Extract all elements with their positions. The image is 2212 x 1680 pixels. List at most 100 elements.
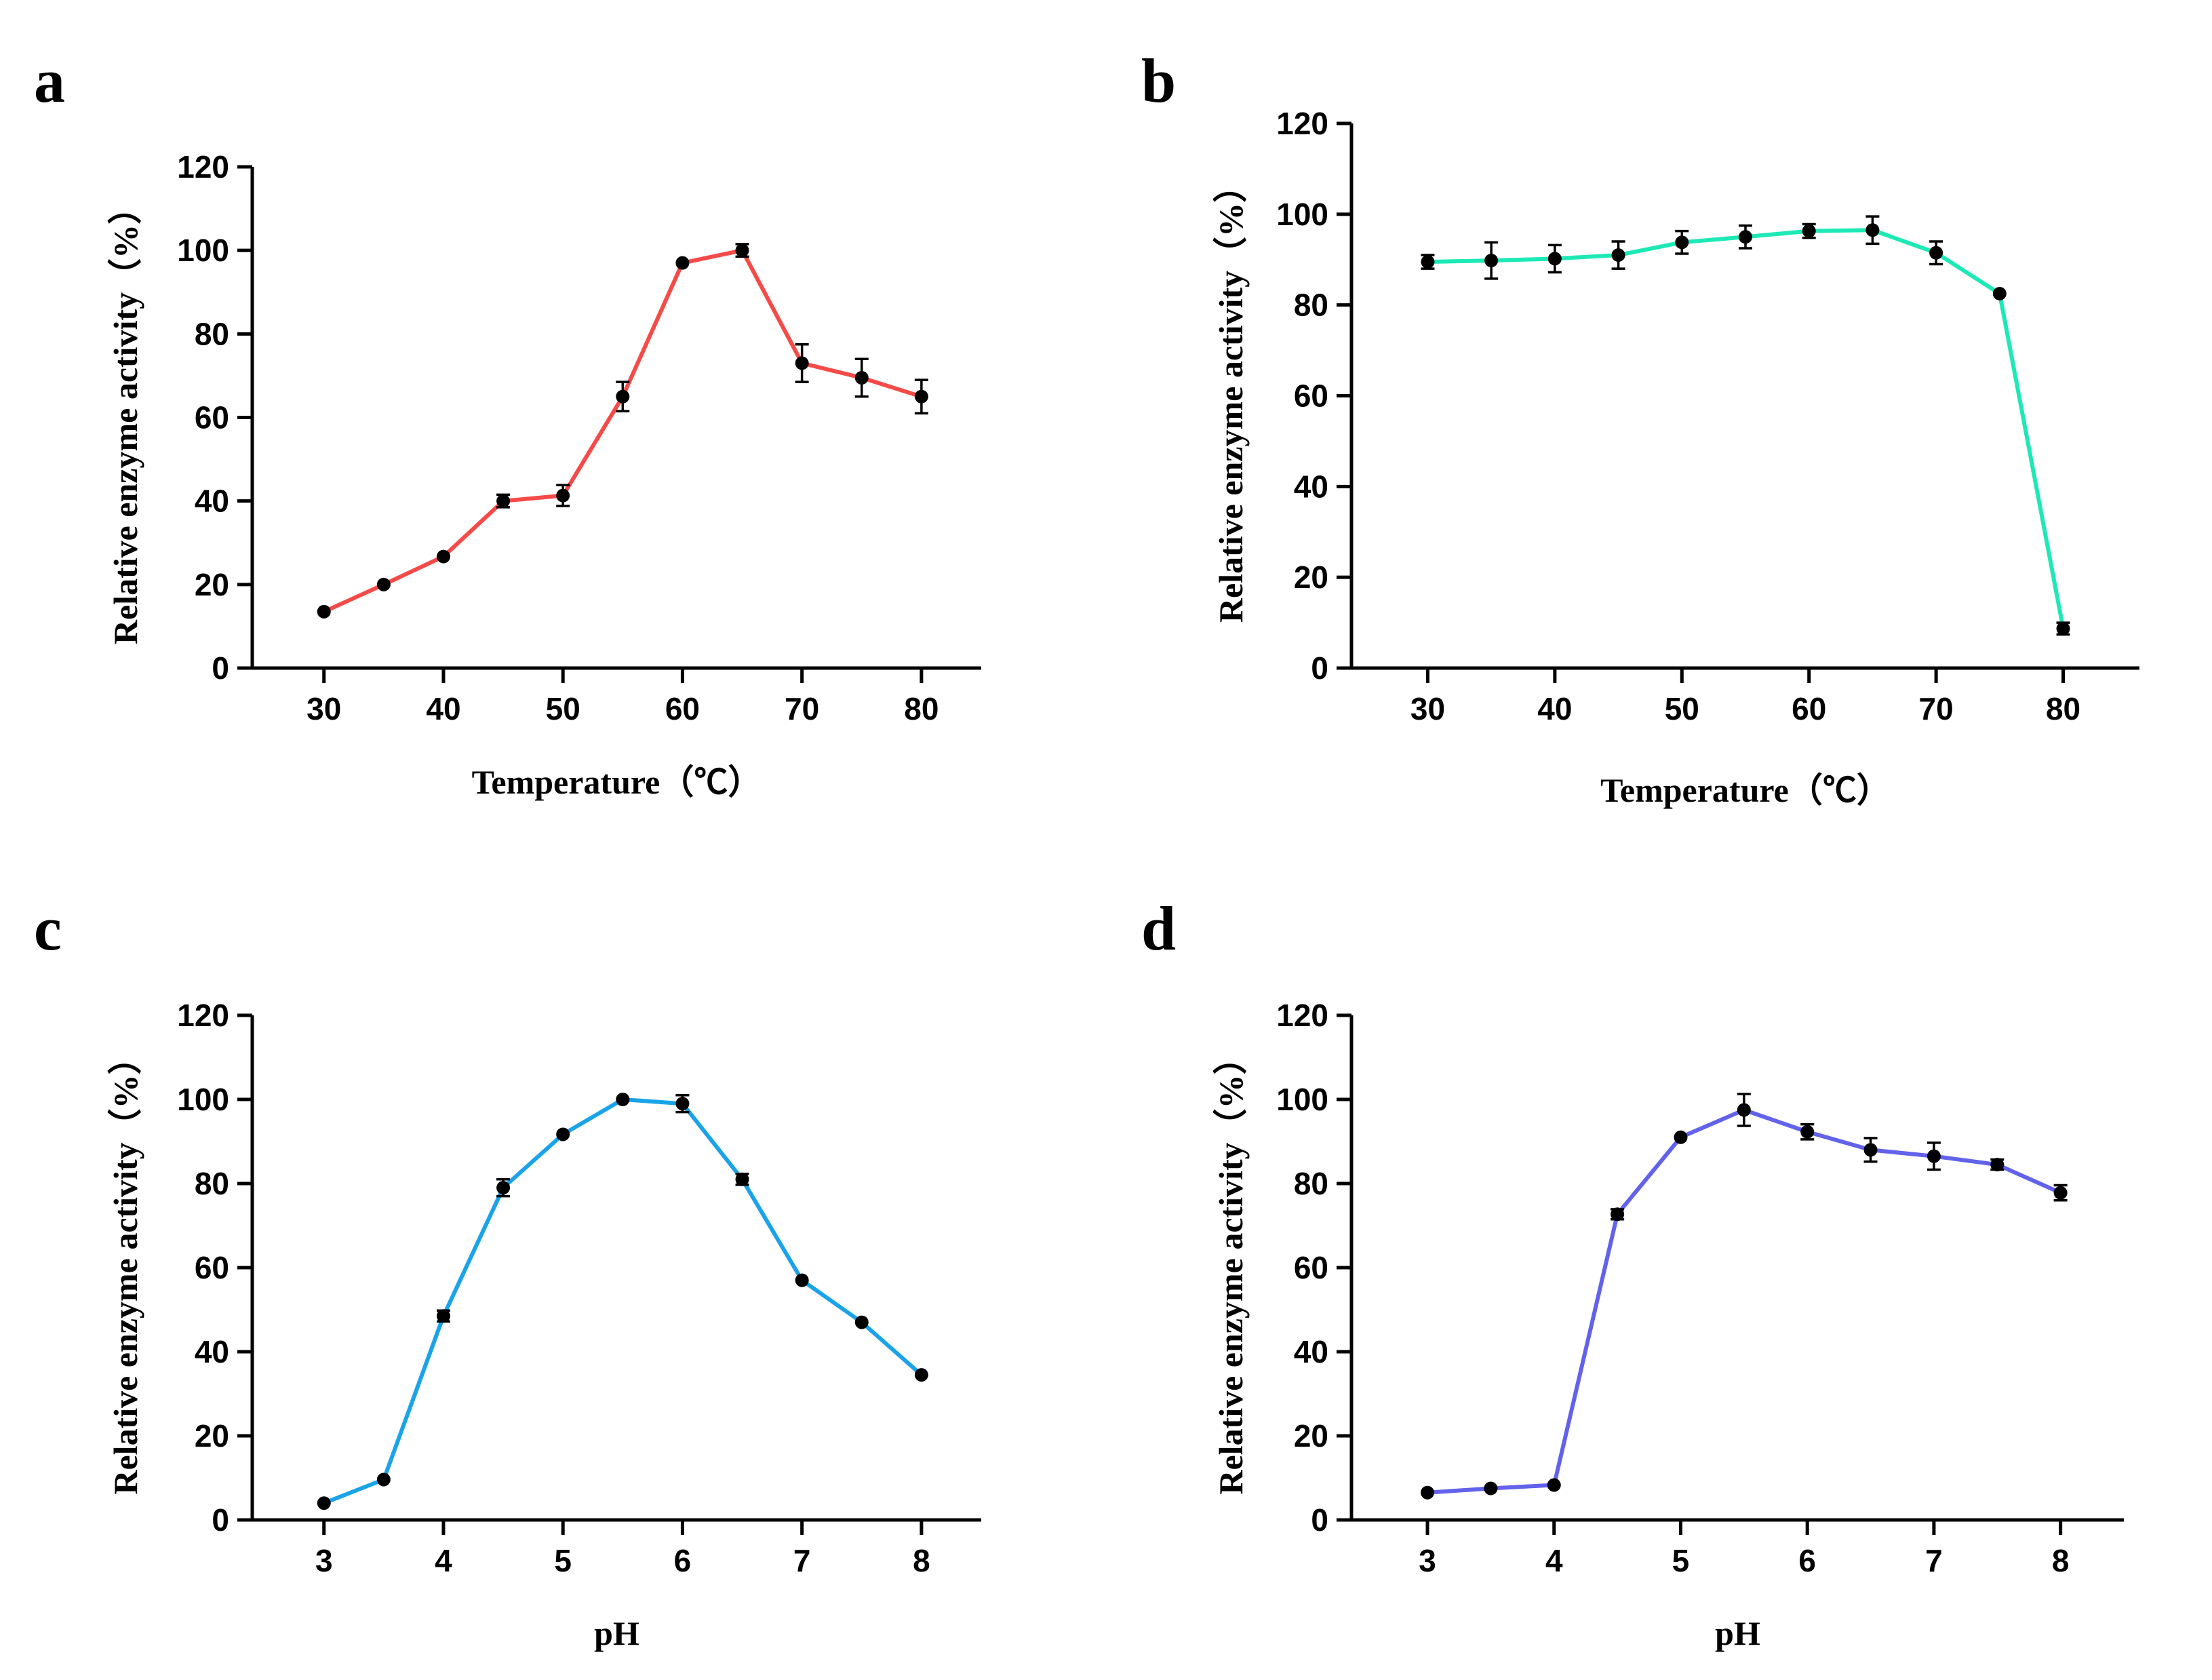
series-line	[1427, 228, 2066, 629]
y-tick-label: 80	[1294, 288, 1328, 323]
chart-panel-a: a 0 20 40 60 80 100 120 30 40 50 60 70 80 Temperature（…	[34, 46, 981, 801]
y-tick-label: 100	[1276, 1082, 1328, 1117]
x-tick-label: 7	[793, 1543, 811, 1578]
x-tick-label: 60	[665, 691, 700, 726]
data-point	[735, 1172, 749, 1186]
x-tick-label: 5	[554, 1543, 572, 1578]
data-point	[1611, 248, 1625, 262]
y-tick-label: 80	[195, 1166, 229, 1201]
x-tick-label: 6	[1798, 1543, 1816, 1578]
x-tick-label: 6	[674, 1543, 692, 1578]
x-tick-label: 30	[307, 691, 341, 726]
data-point	[854, 370, 869, 385]
y-tick-label: 120	[1276, 998, 1328, 1033]
x-tick-label: 3	[1419, 1543, 1436, 1578]
y-tick-label: 100	[177, 233, 229, 268]
data-point	[795, 1273, 809, 1287]
data-point	[376, 577, 391, 591]
x-axis-title: pH	[1715, 1614, 1760, 1652]
panel-label: b	[1141, 46, 1176, 115]
y-tick-label: 0	[1311, 650, 1328, 686]
data-point	[675, 1097, 690, 1111]
y-tick-label: 100	[1276, 197, 1328, 232]
x-tick-label: 40	[1537, 691, 1572, 726]
x-tick-label: 60	[1792, 691, 1826, 726]
x-tick-label: 3	[315, 1543, 333, 1578]
y-tick-label: 120	[177, 149, 229, 184]
y-tick-label: 100	[177, 1082, 229, 1117]
data-point	[1547, 1478, 1561, 1492]
x-tick-label: 80	[2046, 691, 2080, 726]
data-point	[496, 1181, 511, 1195]
x-tick-label: 50	[546, 691, 580, 726]
y-tick-label: 0	[1311, 1502, 1328, 1538]
data-point	[1865, 223, 1880, 237]
x-tick-label: 4	[1545, 1543, 1563, 1578]
data-point	[616, 1093, 630, 1106]
y-tick-label: 60	[1294, 1250, 1328, 1285]
data-point	[914, 1368, 928, 1382]
data-point	[1675, 235, 1689, 250]
x-tick-label: 40	[426, 691, 460, 726]
data-point	[436, 549, 450, 564]
x-axis-title: Temperature（℃）	[472, 763, 762, 801]
x-tick-label: 4	[435, 1543, 452, 1578]
data-point	[1992, 286, 2007, 300]
data-point	[317, 604, 331, 619]
y-tick-label: 60	[1294, 378, 1328, 414]
data-point	[317, 1496, 331, 1510]
data-point	[914, 389, 928, 404]
y-tick-label: 20	[1294, 1418, 1328, 1453]
panel-label: d	[1141, 894, 1176, 963]
panel-label: a	[34, 46, 65, 115]
data-point	[675, 256, 690, 270]
x-tick-label: 70	[1919, 691, 1954, 726]
data-point	[1484, 254, 1499, 268]
y-tick-label: 20	[1294, 560, 1328, 595]
y-tick-label: 40	[1294, 1334, 1328, 1369]
y-tick-label: 0	[212, 1502, 229, 1538]
y-axis-title: Relative enzyme activity（%）	[1212, 169, 1250, 623]
data-point	[1739, 230, 1752, 244]
data-point	[1990, 1158, 2004, 1172]
data-point	[1674, 1130, 1688, 1144]
data-point	[2056, 621, 2070, 636]
x-tick-label: 8	[2052, 1543, 2070, 1578]
x-tick-label: 30	[1410, 691, 1445, 726]
data-point	[616, 389, 630, 404]
y-tick-label: 40	[1294, 469, 1328, 504]
data-point	[556, 1127, 570, 1141]
series-line	[323, 1097, 923, 1505]
data-point	[1929, 246, 1943, 260]
y-tick-label: 120	[1276, 106, 1328, 141]
y-tick-label: 40	[195, 484, 229, 519]
x-tick-label: 50	[1665, 691, 1699, 726]
data-point	[436, 1309, 450, 1323]
chart-panel-d: d 0 20 40 60 80 100 120 3 4 5 6 7 8 pH Relative enzyme …	[1141, 894, 2124, 1652]
data-point	[1863, 1143, 1878, 1157]
x-tick-label: 8	[913, 1543, 930, 1578]
data-point	[795, 356, 809, 370]
data-point	[1547, 252, 1562, 266]
x-tick-label: 80	[904, 691, 939, 726]
data-point	[556, 488, 570, 503]
data-point	[1737, 1103, 1751, 1117]
y-tick-label: 80	[1294, 1166, 1328, 1201]
y-tick-label: 20	[195, 1418, 229, 1453]
data-point	[1421, 1485, 1435, 1500]
data-point	[1611, 1207, 1625, 1222]
chart-panel-b: b 0 20 40 60 80 100 120 30 40 50 60 70 80 Temperature（…	[1141, 46, 2139, 809]
data-point	[376, 1472, 391, 1487]
x-axis-title: pH	[594, 1614, 639, 1652]
series-line	[323, 248, 922, 614]
data-point	[854, 1315, 869, 1329]
data-point	[1927, 1149, 1941, 1163]
x-tick-label: 5	[1672, 1543, 1690, 1578]
data-point	[496, 494, 511, 508]
y-tick-label: 60	[195, 400, 229, 435]
data-point	[1484, 1481, 1498, 1496]
y-tick-label: 0	[212, 650, 229, 686]
y-tick-label: 20	[195, 567, 229, 602]
y-tick-label: 80	[195, 316, 229, 351]
